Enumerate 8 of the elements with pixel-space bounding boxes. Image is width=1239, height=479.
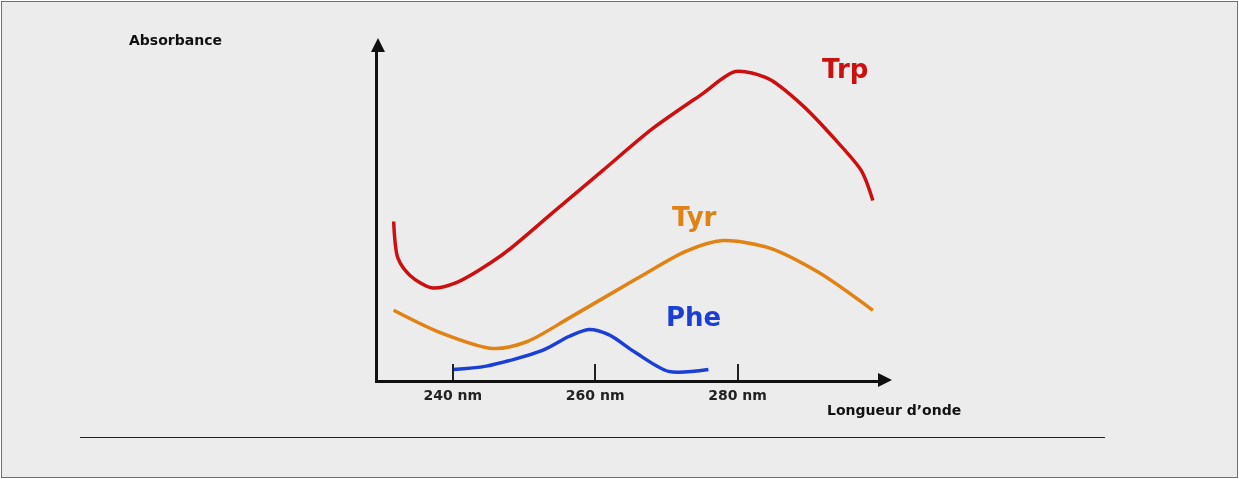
series-label: Tyr [672,202,717,232]
x-tick-label: 280 nm [708,386,767,403]
series-label: Trp [822,54,869,84]
text: Absorbance [129,32,222,48]
x-tick-label: 260 nm [565,386,625,403]
x-axis-title: Longueur d’onde [827,402,962,418]
x-tick-label: 240 nm [423,386,483,403]
series-label: Phe [666,302,722,332]
